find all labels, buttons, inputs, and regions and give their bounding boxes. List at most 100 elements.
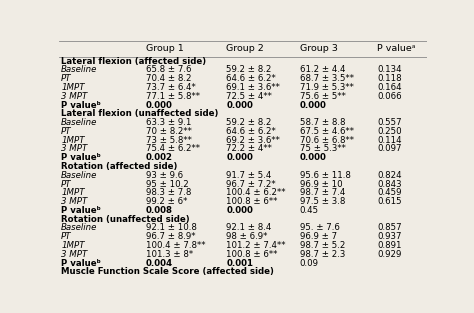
Text: 1MPT: 1MPT xyxy=(61,188,84,197)
Text: 0.857: 0.857 xyxy=(377,223,401,233)
Text: 1MPT: 1MPT xyxy=(61,136,84,145)
Text: 72.5 ± 4**: 72.5 ± 4** xyxy=(227,92,272,101)
Text: 100.4 ± 7.8**: 100.4 ± 7.8** xyxy=(146,241,205,250)
Text: Lateral flexion (affected side): Lateral flexion (affected side) xyxy=(61,57,206,66)
Text: PT: PT xyxy=(61,232,72,241)
Text: PT: PT xyxy=(61,127,72,136)
Text: 68.7 ± 3.5**: 68.7 ± 3.5** xyxy=(300,74,354,83)
Text: 0.000: 0.000 xyxy=(300,100,327,110)
Text: 75 ± 5.3**: 75 ± 5.3** xyxy=(300,145,346,153)
Text: 64.6 ± 6.2*: 64.6 ± 6.2* xyxy=(227,74,276,83)
Text: 100.8 ± 6**: 100.8 ± 6** xyxy=(227,197,278,206)
Text: 1MPT: 1MPT xyxy=(61,241,84,250)
Text: 0.066: 0.066 xyxy=(377,92,401,101)
Text: Baseline: Baseline xyxy=(61,171,98,180)
Text: 77.1 ± 5.8**: 77.1 ± 5.8** xyxy=(146,92,200,101)
Text: 0.824: 0.824 xyxy=(377,171,401,180)
Text: 0.45: 0.45 xyxy=(300,206,319,215)
Text: Group 1: Group 1 xyxy=(146,44,183,53)
Text: Baseline: Baseline xyxy=(61,223,98,233)
Text: 0.164: 0.164 xyxy=(377,83,401,92)
Text: 0.929: 0.929 xyxy=(377,250,401,259)
Text: Baseline: Baseline xyxy=(61,118,98,127)
Text: P valueᵇ: P valueᵇ xyxy=(61,100,101,110)
Text: 3 MPT: 3 MPT xyxy=(61,197,87,206)
Text: 64.6 ± 6.2*: 64.6 ± 6.2* xyxy=(227,127,276,136)
Text: 0.000: 0.000 xyxy=(227,100,253,110)
Text: 98.7 ± 2.3: 98.7 ± 2.3 xyxy=(300,250,345,259)
Text: P valueᵇ: P valueᵇ xyxy=(61,206,101,215)
Text: 0.097: 0.097 xyxy=(377,145,401,153)
Text: Baseline: Baseline xyxy=(61,65,98,74)
Text: Muscle Function Scale Score (affected side): Muscle Function Scale Score (affected si… xyxy=(61,267,274,276)
Text: P valueᵇ: P valueᵇ xyxy=(61,153,101,162)
Text: Group 2: Group 2 xyxy=(227,44,264,53)
Text: 93 ± 9.6: 93 ± 9.6 xyxy=(146,171,182,180)
Text: 98.7 ± 7.4: 98.7 ± 7.4 xyxy=(300,188,345,197)
Text: 91.7 ± 5.4: 91.7 ± 5.4 xyxy=(227,171,272,180)
Text: 59.2 ± 8.2: 59.2 ± 8.2 xyxy=(227,118,272,127)
Text: Lateral flexion (unaffected side): Lateral flexion (unaffected side) xyxy=(61,109,219,118)
Text: 96.9 ± 10: 96.9 ± 10 xyxy=(300,180,343,188)
Text: 75.4 ± 6.2**: 75.4 ± 6.2** xyxy=(146,145,200,153)
Text: 0.09: 0.09 xyxy=(300,259,319,268)
Text: 95.6 ± 11.8: 95.6 ± 11.8 xyxy=(300,171,351,180)
Text: 0.000: 0.000 xyxy=(146,100,173,110)
Text: 67.5 ± 4.6**: 67.5 ± 4.6** xyxy=(300,127,354,136)
Text: 0.891: 0.891 xyxy=(377,241,401,250)
Text: 99.2 ± 6*: 99.2 ± 6* xyxy=(146,197,187,206)
Text: 59.2 ± 8.2: 59.2 ± 8.2 xyxy=(227,65,272,74)
Text: 96.9 ± 7: 96.9 ± 7 xyxy=(300,232,337,241)
Text: 70.4 ± 8.2: 70.4 ± 8.2 xyxy=(146,74,191,83)
Text: 0.000: 0.000 xyxy=(300,153,327,162)
Text: 96.7 ± 7.2*: 96.7 ± 7.2* xyxy=(227,180,276,188)
Text: 0.002: 0.002 xyxy=(146,153,173,162)
Text: 100.4 ± 6.2**: 100.4 ± 6.2** xyxy=(227,188,286,197)
Text: PT: PT xyxy=(61,180,72,188)
Text: 71.9 ± 5.3**: 71.9 ± 5.3** xyxy=(300,83,354,92)
Text: 98.3 ± 7.8: 98.3 ± 7.8 xyxy=(146,188,191,197)
Text: 92.1 ± 10.8: 92.1 ± 10.8 xyxy=(146,223,196,233)
Text: 100.8 ± 6**: 100.8 ± 6** xyxy=(227,250,278,259)
Text: 3 MPT: 3 MPT xyxy=(61,92,87,101)
Text: 0.118: 0.118 xyxy=(377,74,401,83)
Text: 95. ± 7.6: 95. ± 7.6 xyxy=(300,223,340,233)
Text: 0.001: 0.001 xyxy=(227,259,254,268)
Text: 61.2 ± 4.4: 61.2 ± 4.4 xyxy=(300,65,346,74)
Text: P valueᵃ: P valueᵃ xyxy=(377,44,416,53)
Text: PT: PT xyxy=(61,74,72,83)
Text: 63.3 ± 9.1: 63.3 ± 9.1 xyxy=(146,118,191,127)
Text: 3 MPT: 3 MPT xyxy=(61,145,87,153)
Text: 0.008: 0.008 xyxy=(146,206,173,215)
Text: 1MPT: 1MPT xyxy=(61,83,84,92)
Text: 73.7 ± 6.4*: 73.7 ± 6.4* xyxy=(146,83,195,92)
Text: 73 ± 5.8**: 73 ± 5.8** xyxy=(146,136,191,145)
Text: Rotation (unaffected side): Rotation (unaffected side) xyxy=(61,215,190,223)
Text: 75.6 ± 5**: 75.6 ± 5** xyxy=(300,92,346,101)
Text: 72.2 ± 4**: 72.2 ± 4** xyxy=(227,145,272,153)
Text: 97.5 ± 3.8: 97.5 ± 3.8 xyxy=(300,197,345,206)
Text: 0.459: 0.459 xyxy=(377,188,401,197)
Text: Group 3: Group 3 xyxy=(300,44,338,53)
Text: 0.134: 0.134 xyxy=(377,65,401,74)
Text: 0.000: 0.000 xyxy=(227,153,253,162)
Text: 3 MPT: 3 MPT xyxy=(61,250,87,259)
Text: 101.3 ± 8*: 101.3 ± 8* xyxy=(146,250,193,259)
Text: 0.000: 0.000 xyxy=(227,206,253,215)
Text: 0.114: 0.114 xyxy=(377,136,401,145)
Text: 0.843: 0.843 xyxy=(377,180,401,188)
Text: 98.7 ± 5.2: 98.7 ± 5.2 xyxy=(300,241,345,250)
Text: 92.1 ± 8.4: 92.1 ± 8.4 xyxy=(227,223,272,233)
Text: 0.937: 0.937 xyxy=(377,232,401,241)
Text: Rotation (affected side): Rotation (affected side) xyxy=(61,162,177,171)
Text: 70.6 ± 6.8**: 70.6 ± 6.8** xyxy=(300,136,354,145)
Text: 0.615: 0.615 xyxy=(377,197,401,206)
Text: 58.7 ± 8.8: 58.7 ± 8.8 xyxy=(300,118,346,127)
Text: 70 ± 8.2**: 70 ± 8.2** xyxy=(146,127,191,136)
Text: 0.557: 0.557 xyxy=(377,118,401,127)
Text: 96.7 ± 8.9*: 96.7 ± 8.9* xyxy=(146,232,195,241)
Text: 69.1 ± 3.6**: 69.1 ± 3.6** xyxy=(227,83,280,92)
Text: 69.2 ± 3.6**: 69.2 ± 3.6** xyxy=(227,136,280,145)
Text: P valueᵇ: P valueᵇ xyxy=(61,259,101,268)
Text: 101.2 ± 7.4**: 101.2 ± 7.4** xyxy=(227,241,286,250)
